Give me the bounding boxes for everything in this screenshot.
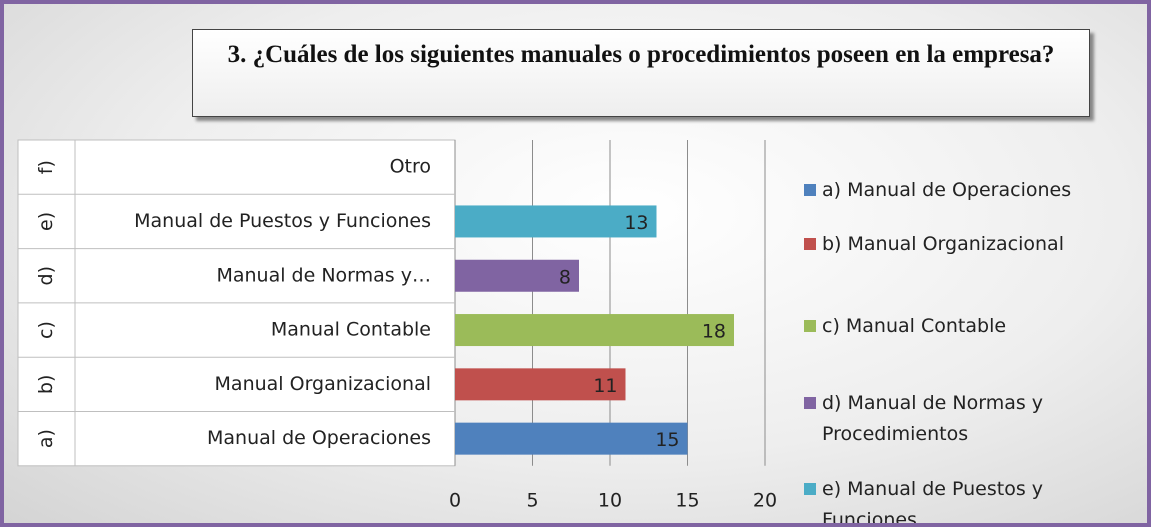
category-label: Otro	[390, 156, 431, 178]
x-tick-label: 15	[675, 489, 699, 511]
category-label: Manual Organizacional	[215, 373, 431, 395]
legend-label: d) Manual de Normas y Procedimientos	[822, 392, 1044, 445]
category-label: Manual Contable	[271, 319, 431, 341]
category-group-label: d)	[35, 266, 57, 285]
category-label: Manual de Operaciones	[207, 427, 431, 449]
legend-swatch	[804, 397, 816, 409]
x-tick-label: 20	[753, 489, 777, 511]
legend-swatch	[804, 238, 816, 250]
legend-swatch	[804, 320, 816, 332]
chart-title: 3. ¿Cuáles de los siguientes manuales o …	[192, 29, 1090, 117]
bar-value-label: 13	[624, 212, 648, 234]
category-group-label: f)	[35, 160, 57, 174]
legend-label: a) Manual de Operaciones	[822, 179, 1072, 201]
legend-item: e) Manual de Puestos y Funciones	[804, 474, 1142, 527]
bar	[455, 368, 626, 401]
legend-label: c) Manual Contable	[822, 315, 1007, 337]
legend-label: e) Manual de Puestos y Funciones	[822, 478, 1044, 527]
x-tick-label: 10	[598, 489, 622, 511]
category-group-label: c)	[35, 321, 57, 339]
bar	[455, 422, 688, 455]
bar	[455, 314, 734, 347]
legend-label: b) Manual Organizacional	[822, 233, 1064, 255]
legend-item: c) Manual Contable	[804, 311, 1142, 342]
bar-value-label: 8	[559, 266, 571, 288]
bar-value-label: 18	[702, 321, 726, 343]
chart: 0 5 10 15 20 a) Manual de Operaciones 15 b) Manua…	[17, 139, 777, 511]
bar-value-label: 11	[593, 375, 617, 397]
x-tick-label: 5	[526, 489, 538, 511]
bar	[455, 205, 657, 238]
legend-item: b) Manual Organizacional	[804, 229, 1142, 260]
category-label: Manual de Normas y…	[216, 264, 431, 286]
category-label: Manual de Puestos y Funciones	[134, 210, 431, 232]
bar	[455, 259, 579, 292]
legend-swatch	[804, 483, 816, 495]
legend-swatch	[804, 184, 816, 196]
bar-value-label: 15	[655, 429, 679, 451]
x-tick-label: 0	[449, 489, 461, 511]
legend-item: d) Manual de Normas y Procedimientos	[804, 388, 1142, 450]
category-group-label: e)	[35, 212, 57, 231]
category-group-label: b)	[35, 375, 57, 394]
legend-item: a) Manual de Operaciones	[804, 175, 1142, 206]
category-group-label: a)	[35, 429, 57, 448]
